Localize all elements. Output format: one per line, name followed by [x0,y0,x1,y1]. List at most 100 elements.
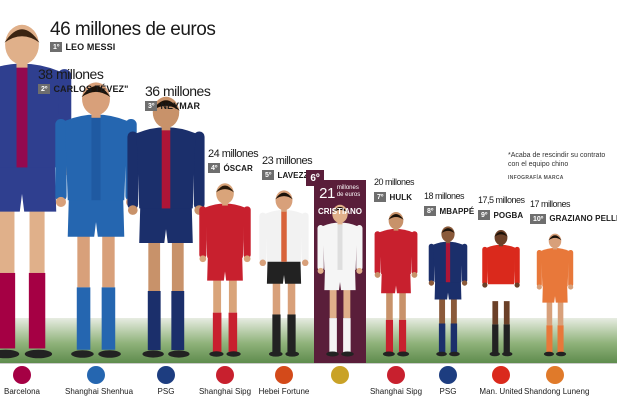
sock [228,312,238,353]
arm [127,131,139,210]
leg [77,231,90,288]
sock [147,290,161,351]
boot [71,350,94,358]
boot [397,351,410,357]
amount-label: 24 millones [208,148,259,161]
shirt-stripe [337,224,343,270]
shorts [434,280,462,300]
shorts [207,255,243,281]
hair [152,100,180,111]
hand [301,259,309,267]
rank-badge: 10º [530,213,547,224]
sock [101,287,116,350]
arm [568,250,574,287]
shorts [324,267,356,291]
boot [268,351,283,357]
player-name: CRISTIANO [318,207,362,216]
club-name: Barcelona [3,387,41,396]
amount-label: 38 millones [38,66,104,82]
boot [436,351,447,357]
arm [199,206,207,259]
arm [514,246,520,285]
leg [492,298,499,325]
sock [0,272,16,349]
player-figure [428,226,468,357]
club-name: Man. United [479,387,523,396]
player-figure [55,82,137,358]
leg [213,277,222,313]
player-figure [536,233,574,357]
boot [142,350,164,358]
amount-label: 36 millones [145,83,211,99]
leg [0,204,15,273]
hand [127,205,138,215]
hair [548,235,562,241]
boot [449,351,460,357]
club-crest-icon [546,366,564,384]
hair [215,185,235,193]
amount-unit: millones de euros [336,185,361,198]
boot [168,350,190,358]
hand [514,282,520,288]
hair [81,86,111,98]
amount-label: 20 millones [374,177,415,187]
leg [439,296,446,324]
rank-badge: 3º [145,101,158,111]
amount-label: 23 millones [262,155,313,168]
rank-row: 7º HULK [374,192,412,202]
boot [502,351,513,357]
leg [272,280,281,315]
amount-label: 17 millones [530,198,571,209]
club-crest-icon [216,366,234,384]
sock [343,318,351,353]
club-name: Shanghai Shenhua [65,387,134,396]
sock [438,323,446,354]
amount-label: 18 millones [424,191,465,202]
shorts [266,259,302,284]
player-name: ÓSCAR [223,163,253,173]
rank-badge: 9º [478,210,491,220]
leg [546,300,553,326]
sock [385,319,394,353]
sock [76,287,91,350]
leg [102,231,115,288]
arm [55,119,67,202]
rank-badge: 8º [424,206,437,217]
rank-row: 9º POGBA [478,210,523,220]
shirt [486,244,516,285]
leg [557,300,564,326]
boot [0,349,20,359]
sock [503,324,510,354]
arm [374,231,381,275]
leg [399,290,406,320]
arm [482,246,488,285]
leg [29,204,45,273]
amount-label: 46 millones de euros [50,19,216,40]
hand [536,284,542,290]
rank-row: 1º LEO MESSI [50,42,115,52]
leg [228,277,237,313]
shirt [205,203,245,258]
hair [275,192,293,200]
club-crest-icon [13,366,31,384]
club-item: Real Madrid [309,366,371,396]
player-name: NEYMAR [160,101,201,111]
club-item: Shanghai Sipg [194,366,256,396]
rank-badge: 2º [38,84,51,94]
rank-row: 4º ÓSCAR [208,163,253,174]
rank-row: 2º CARLOS TÉVEZ" [38,84,129,94]
player-name: GRAZIANO PELLÈ [549,214,617,224]
rank-row: 10º GRAZIANO PELLÈ [530,213,617,224]
hand [461,280,468,286]
player-figure [259,190,309,357]
hair [4,29,40,43]
boot [285,351,300,357]
player-name: POGBA [493,210,524,220]
shirt-stripe [91,117,101,201]
club-name: Shanghai Sipg [198,387,252,396]
arm [301,212,309,263]
shorts [381,272,411,294]
sock [329,318,337,353]
club-crest-icon [492,366,510,384]
club-name: Shanghai Sipg [369,387,423,396]
